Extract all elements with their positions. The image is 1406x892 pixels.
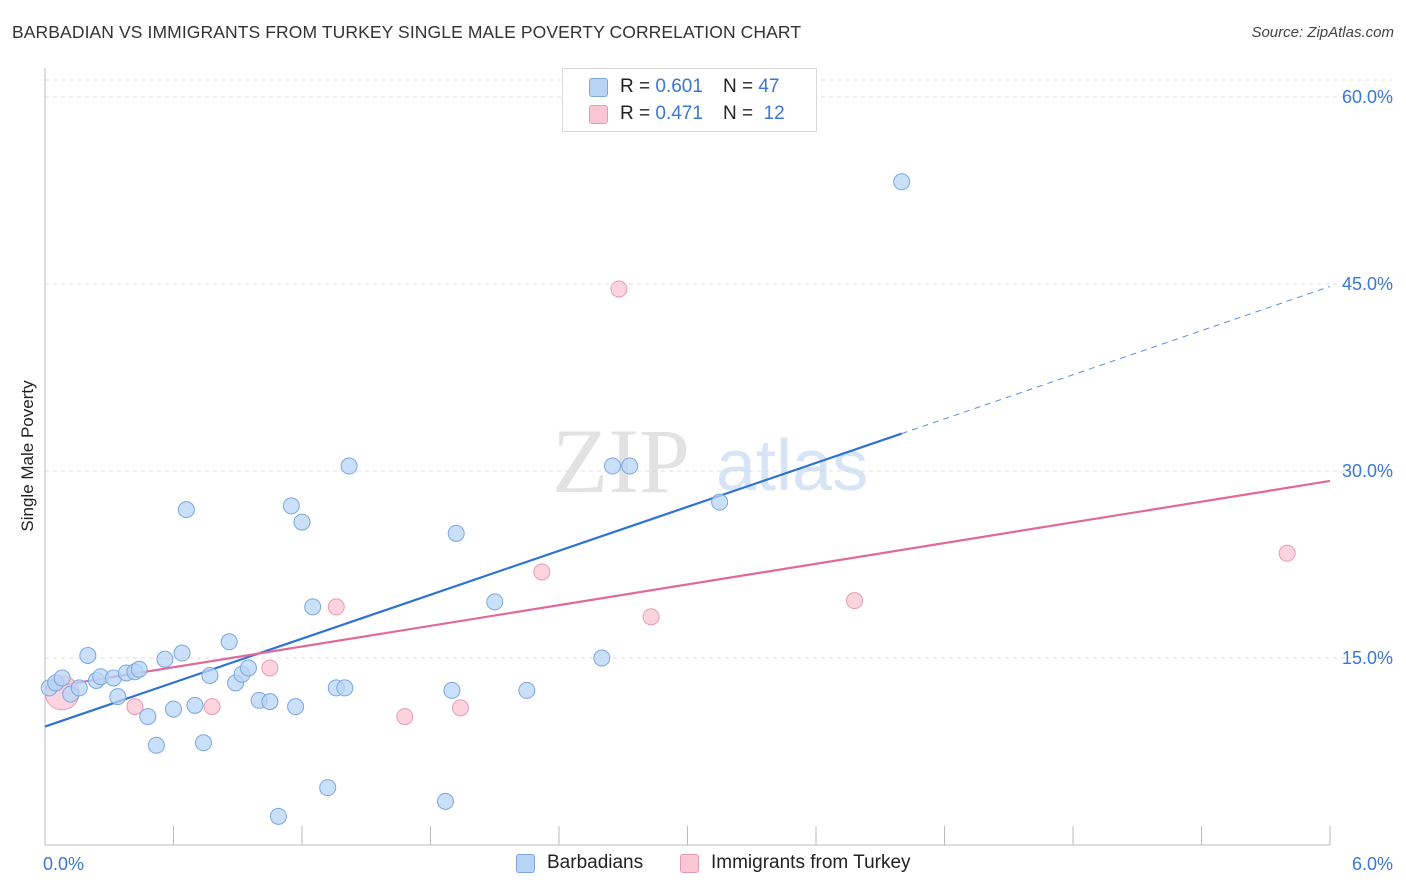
barbadians-point xyxy=(269,807,287,825)
series-legend-barbadians: Barbadians xyxy=(516,852,643,874)
barbadians-point xyxy=(261,693,279,711)
turkey-point xyxy=(610,280,628,298)
turkey-point xyxy=(126,698,144,716)
chart-title: BARBADIAN VS IMMIGRANTS FROM TURKEY SING… xyxy=(12,22,802,42)
barbadians-point xyxy=(893,173,911,191)
barbadians-point xyxy=(165,700,182,718)
correlation-legend: R = 0.601 N = 47 R = 0.471 N = 12 xyxy=(562,68,817,132)
barbadians-point xyxy=(287,698,305,716)
barbadians-point xyxy=(593,649,611,667)
barbadians-point xyxy=(621,457,639,475)
legend-n-label: N = xyxy=(722,103,754,124)
barbadians-point xyxy=(109,688,127,706)
barbadians-point xyxy=(293,513,311,531)
barbadians-point xyxy=(447,524,465,542)
barbadians-point xyxy=(336,679,354,697)
barbadians-point xyxy=(518,681,536,699)
barbadians-point xyxy=(604,457,622,475)
y-tick-label: 30.0% xyxy=(1342,461,1393,481)
barbadians-point xyxy=(186,696,204,714)
barbadians-point xyxy=(79,647,97,665)
y-tick-label: 60.0% xyxy=(1342,87,1393,107)
turkey-point xyxy=(261,659,279,677)
series-swatch-blue xyxy=(516,853,535,873)
barbadians-point xyxy=(282,497,300,515)
barbadians-trendline xyxy=(44,432,903,728)
watermark-zip: ZIP xyxy=(552,410,690,512)
barbadians-point xyxy=(53,669,71,687)
legend-swatch-blue xyxy=(589,77,608,97)
barbadians-point xyxy=(70,679,88,697)
axes xyxy=(44,68,1331,846)
barbadians-point xyxy=(443,681,461,699)
legend-row-turkey: R = 0.471 N = 12 xyxy=(589,101,785,127)
legend-r-label: R = xyxy=(620,103,651,124)
series-label-barbadians: Barbadians xyxy=(547,852,644,873)
series-label-turkey: Immigrants from Turkey xyxy=(711,852,911,873)
barbadians-point xyxy=(156,650,174,668)
barbadians-point xyxy=(220,633,238,651)
barbadians-point xyxy=(130,660,148,678)
trendlines xyxy=(44,286,1331,728)
turkey-point xyxy=(396,708,414,726)
turkey-point xyxy=(451,699,469,717)
x-tick-label-max: 6.0% xyxy=(1352,854,1393,874)
barbadians-point xyxy=(239,659,257,677)
legend-r-value: 0.601 xyxy=(655,76,703,97)
barbadians-point xyxy=(201,666,219,684)
barbadians-point xyxy=(177,501,195,519)
grid-lines xyxy=(45,79,1392,659)
turkey-point xyxy=(327,598,345,616)
barbadians-point xyxy=(304,598,322,616)
y-axis-label: Single Male Poverty xyxy=(18,380,37,532)
source-label: Source: ZipAtlas.com xyxy=(1251,24,1394,41)
barbadians-point xyxy=(139,708,157,726)
barbadians-trendline-extension xyxy=(901,286,1331,435)
barbadians-point xyxy=(486,593,504,611)
turkey-point xyxy=(642,608,660,626)
legend-r-label: R = xyxy=(620,76,651,97)
turkey-point xyxy=(533,563,551,581)
turkey-point xyxy=(846,592,864,610)
barbadians-point xyxy=(173,644,191,662)
watermark-atlas: atlas xyxy=(716,426,868,506)
series-legend-turkey: Immigrants from Turkey xyxy=(680,852,911,874)
tick-labels: 15.0% 30.0% 45.0% 60.0% 0.0% 6.0% xyxy=(43,87,1393,874)
legend-r-value: 0.471 xyxy=(655,103,703,124)
legend-n-label: N = xyxy=(722,76,754,97)
series-swatch-pink xyxy=(680,853,699,873)
barbadians-point xyxy=(147,736,165,754)
series-legend: Barbadians Immigrants from Turkey xyxy=(0,852,1406,878)
legend-swatch-pink xyxy=(589,104,608,124)
barbadians-point xyxy=(194,734,212,752)
turkey-point xyxy=(203,698,221,716)
y-tick-label: 45.0% xyxy=(1342,274,1393,294)
turkey-trendline xyxy=(44,479,1331,690)
legend-n-value: 12 xyxy=(763,103,785,124)
y-tick-label: 15.0% xyxy=(1342,648,1393,668)
barbadians-point xyxy=(711,493,729,511)
legend-row-barbadians: R = 0.601 N = 47 xyxy=(589,74,779,100)
turkey-point xyxy=(1278,544,1296,562)
barbadians-point xyxy=(340,457,358,475)
scatter-points xyxy=(40,173,1296,825)
x-tick-label-min: 0.0% xyxy=(43,854,84,874)
legend-n-value: 47 xyxy=(758,76,780,97)
barbadians-point xyxy=(319,779,337,797)
watermark: ZIP atlas xyxy=(552,410,868,512)
barbadians-point xyxy=(436,792,454,810)
